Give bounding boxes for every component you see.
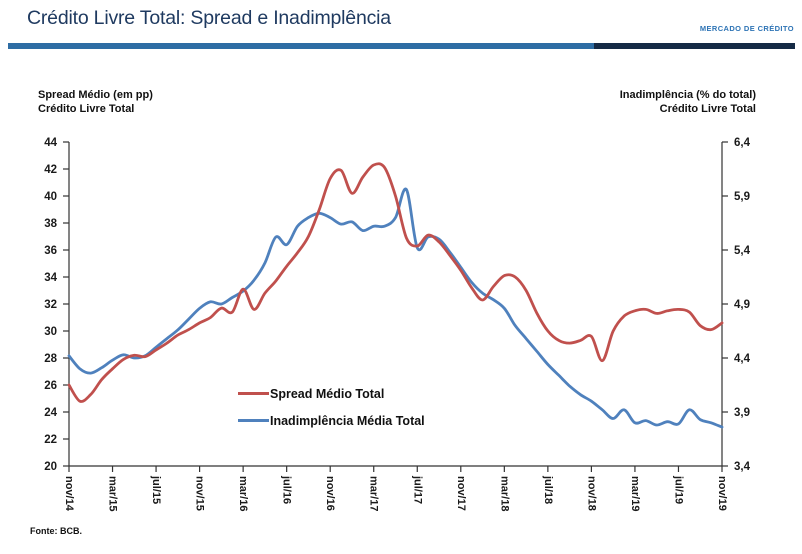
right-axis-title: Inadimplência (% do total) Crédito Livre… xyxy=(620,88,756,116)
x-axis-month-label: mar/17 xyxy=(368,476,380,511)
x-axis-month-label: jul/16 xyxy=(281,475,293,504)
right-axis-title-line2: Crédito Livre Total xyxy=(659,103,756,115)
x-axis-month-label: nov/18 xyxy=(585,476,597,511)
header-rule-left-segment xyxy=(8,43,595,49)
corner-label: MERCADO DE CRÉDITO xyxy=(699,24,794,33)
left-axis-tick-label: 30 xyxy=(44,326,57,338)
left-axis-tick-label: 44 xyxy=(44,137,57,149)
left-axis-tick-label: 28 xyxy=(44,353,57,365)
left-axis-tick-label: 26 xyxy=(44,380,57,392)
x-axis-month-label: jul/17 xyxy=(411,475,423,504)
right-axis-tick-label: 3,4 xyxy=(734,461,751,473)
left-axis-title-line1: Spread Médio (em pp) xyxy=(38,89,153,101)
right-axis-tick-label: 3,9 xyxy=(734,407,750,419)
left-axis-tick-label: 36 xyxy=(44,245,57,257)
x-axis-month-label: jul/19 xyxy=(672,475,684,504)
left-axis-tick-label: 22 xyxy=(44,434,57,446)
right-axis-title-line1: Inadimplência (% do total) xyxy=(619,89,756,101)
left-axis-tick-label: 40 xyxy=(44,191,57,203)
x-axis-month-label: mar/19 xyxy=(629,476,641,511)
x-axis-month-label: jul/18 xyxy=(542,475,554,504)
x-axis-month-label: nov/16 xyxy=(324,476,336,511)
chart-legend: Spread Médio Total Inadimplência Média T… xyxy=(238,380,425,434)
header-rule xyxy=(8,43,795,49)
left-axis-tick-label: 42 xyxy=(44,164,57,176)
legend-swatch-inadimplencia xyxy=(238,419,269,422)
left-axis-tick-label: 20 xyxy=(44,461,57,473)
left-axis-tick-label: 38 xyxy=(44,218,57,230)
right-axis-tick-label: 5,9 xyxy=(734,191,750,203)
x-axis-month-label: mar/18 xyxy=(498,476,510,511)
left-axis-title-line2: Crédito Livre Total xyxy=(38,103,135,115)
right-axis-tick-label: 4,4 xyxy=(734,353,751,365)
header-rule-right-segment xyxy=(594,43,795,49)
x-axis-month-label: jul/15 xyxy=(150,475,162,504)
right-axis-tick-label: 4,9 xyxy=(734,299,750,311)
legend-item-spread: Spread Médio Total xyxy=(238,380,425,407)
right-axis-tick-label: 5,4 xyxy=(734,245,751,257)
x-axis-month-label: nov/14 xyxy=(63,476,75,512)
left-axis-tick-label: 34 xyxy=(44,272,57,284)
left-axis-tick-label: 32 xyxy=(44,299,57,311)
page-title: Crédito Livre Total: Spread e Inadimplên… xyxy=(27,7,391,29)
legend-label-spread: Spread Médio Total xyxy=(270,386,385,401)
legend-swatch-spread xyxy=(238,392,269,395)
inadimplencia-line xyxy=(67,187,724,429)
x-axis-month-label: nov/19 xyxy=(716,476,728,511)
left-axis-title: Spread Médio (em pp) Crédito Livre Total xyxy=(38,88,153,116)
source-note: Fonte: BCB. xyxy=(30,526,82,536)
right-axis-tick-label: 6,4 xyxy=(734,137,751,149)
x-axis-month-label: nov/15 xyxy=(194,476,206,511)
x-axis-month-label: nov/17 xyxy=(455,476,467,511)
spread-line xyxy=(67,162,724,403)
left-axis-tick-label: 24 xyxy=(44,407,57,419)
legend-label-inadimplencia: Inadimplência Média Total xyxy=(270,413,425,428)
x-axis-month-label: mar/15 xyxy=(107,476,119,511)
x-axis-month-label: mar/16 xyxy=(237,476,249,511)
legend-item-inadimplencia: Inadimplência Média Total xyxy=(238,407,425,434)
